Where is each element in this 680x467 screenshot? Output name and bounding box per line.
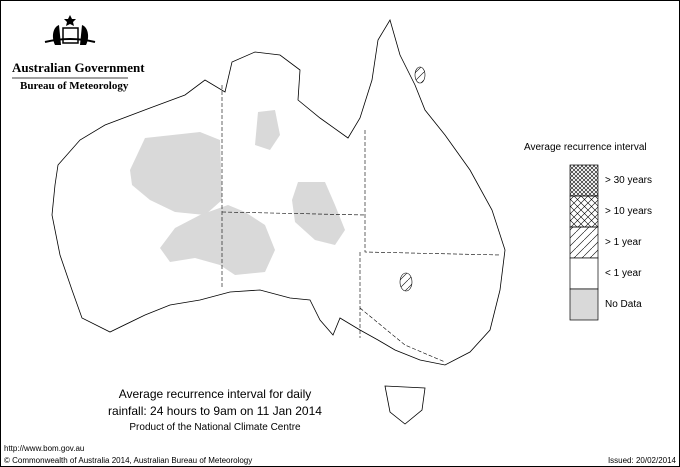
legend-swatch-10-years bbox=[569, 195, 599, 228]
copyright-text: © Commonwealth of Australia 2014, Austra… bbox=[4, 456, 253, 465]
legend-title: Average recurrence interval bbox=[524, 142, 647, 153]
legend-swatch-1-year bbox=[569, 226, 599, 259]
tasmania bbox=[384, 385, 426, 425]
coat-of-arms-logo bbox=[12, 15, 128, 79]
legend-swatch-no-data bbox=[569, 288, 599, 321]
legend-label: > 10 years bbox=[605, 206, 652, 217]
australia-mainland bbox=[51, 19, 506, 366]
map-title-line2: rainfall: 24 hours to 9am on 11 Jan 2014 bbox=[108, 404, 322, 418]
map-title-line1: Average recurrence interval for daily bbox=[118, 387, 312, 401]
legend-swatches bbox=[569, 164, 599, 321]
legend-swatch-under-1-year bbox=[569, 257, 599, 290]
logo-org-name: Australian Government bbox=[12, 60, 145, 75]
map-subtitle: Product of the National Climate Centre bbox=[129, 422, 301, 433]
rainfall-area-over-1-year bbox=[399, 272, 413, 292]
rainfall-area-over-1-year bbox=[414, 66, 426, 84]
issued-date: Issued: 20/02/2014 bbox=[607, 456, 676, 465]
logo-bureau-name: Bureau of Meteorology bbox=[20, 80, 129, 92]
bom-url-link[interactable]: http://www.bom.gov.au bbox=[4, 444, 85, 453]
legend-label: > 1 year bbox=[605, 237, 642, 248]
no-data-areas bbox=[130, 110, 345, 275]
state-borders bbox=[221, 85, 501, 363]
legend-label: No Data bbox=[605, 299, 642, 310]
legend-swatch-30-years bbox=[569, 164, 599, 197]
legend-label: < 1 year bbox=[605, 268, 642, 279]
legend-label: > 30 years bbox=[605, 175, 652, 186]
